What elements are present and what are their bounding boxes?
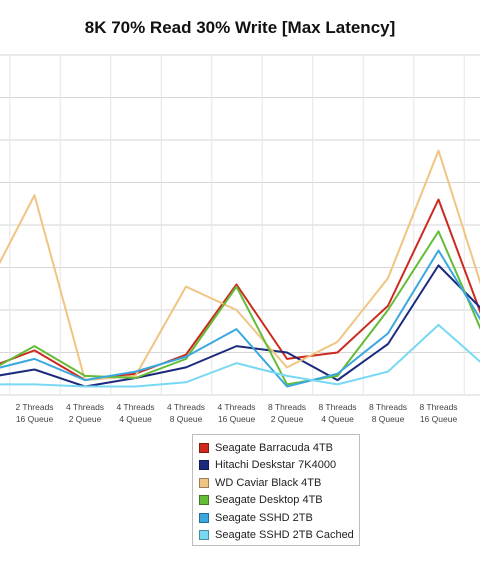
series-line-2 [0, 149, 480, 382]
legend-item: Seagate SSHD 2TB [199, 509, 359, 527]
x-tick-label: 4 Threads 8 Queue [167, 402, 205, 424]
legend-label: Seagate Barracuda 4TB [215, 441, 334, 454]
legend-item: Seagate Desktop 4TB [199, 492, 359, 510]
series-layer [0, 149, 480, 388]
legend-label: Seagate SSHD 2TB Cached [215, 529, 354, 542]
series-line-4 [0, 249, 480, 388]
x-tick-label: 4 Threads 16 Queue [217, 402, 255, 424]
legend-swatch [199, 442, 209, 453]
x-tick-label: 8 Threads 4 Queue [318, 402, 356, 424]
legend-item: Seagate SSHD 2TB Cached [199, 527, 359, 545]
x-tick-label: 4 Threads 4 Queue [116, 402, 154, 424]
legend-label: Seagate SSHD 2TB [215, 511, 313, 524]
legend-label: Seagate Desktop 4TB [215, 494, 323, 507]
x-tick-label: 4 Threads 2 Queue [66, 402, 104, 424]
chart-title: 8K 70% Read 30% Write [Max Latency] [84, 18, 396, 37]
legend-swatch [199, 460, 209, 471]
x-tick-label: 2 Threads 16 Queue [15, 402, 53, 424]
legend-swatch [199, 530, 209, 541]
legend-label: Hitachi Deskstar 7K4000 [215, 459, 337, 472]
x-tick-label: 8 Threads 16 Queue [419, 402, 457, 424]
legend: Seagate Barracuda 4TB Hitachi Deskstar 7K… [192, 434, 360, 546]
legend-item: Seagate Barracuda 4TB [199, 439, 359, 457]
legend-item: Hitachi Deskstar 7K4000 [199, 457, 359, 475]
legend-label: WD Caviar Black 4TB [215, 476, 322, 489]
legend-swatch [199, 477, 209, 488]
legend-swatch [199, 512, 209, 523]
legend-item: WD Caviar Black 4TB [199, 474, 359, 492]
x-tick-label: 8 Threads 2 Queue [268, 402, 306, 424]
series-line-3 [0, 230, 480, 386]
grid-layer [0, 54, 480, 396]
series-line-1 [0, 264, 480, 388]
series-line-5 [0, 323, 480, 388]
x-tick-label: 8 Threads 8 Queue [369, 402, 407, 424]
legend-swatch [199, 495, 209, 506]
series-line-0 [0, 198, 480, 382]
